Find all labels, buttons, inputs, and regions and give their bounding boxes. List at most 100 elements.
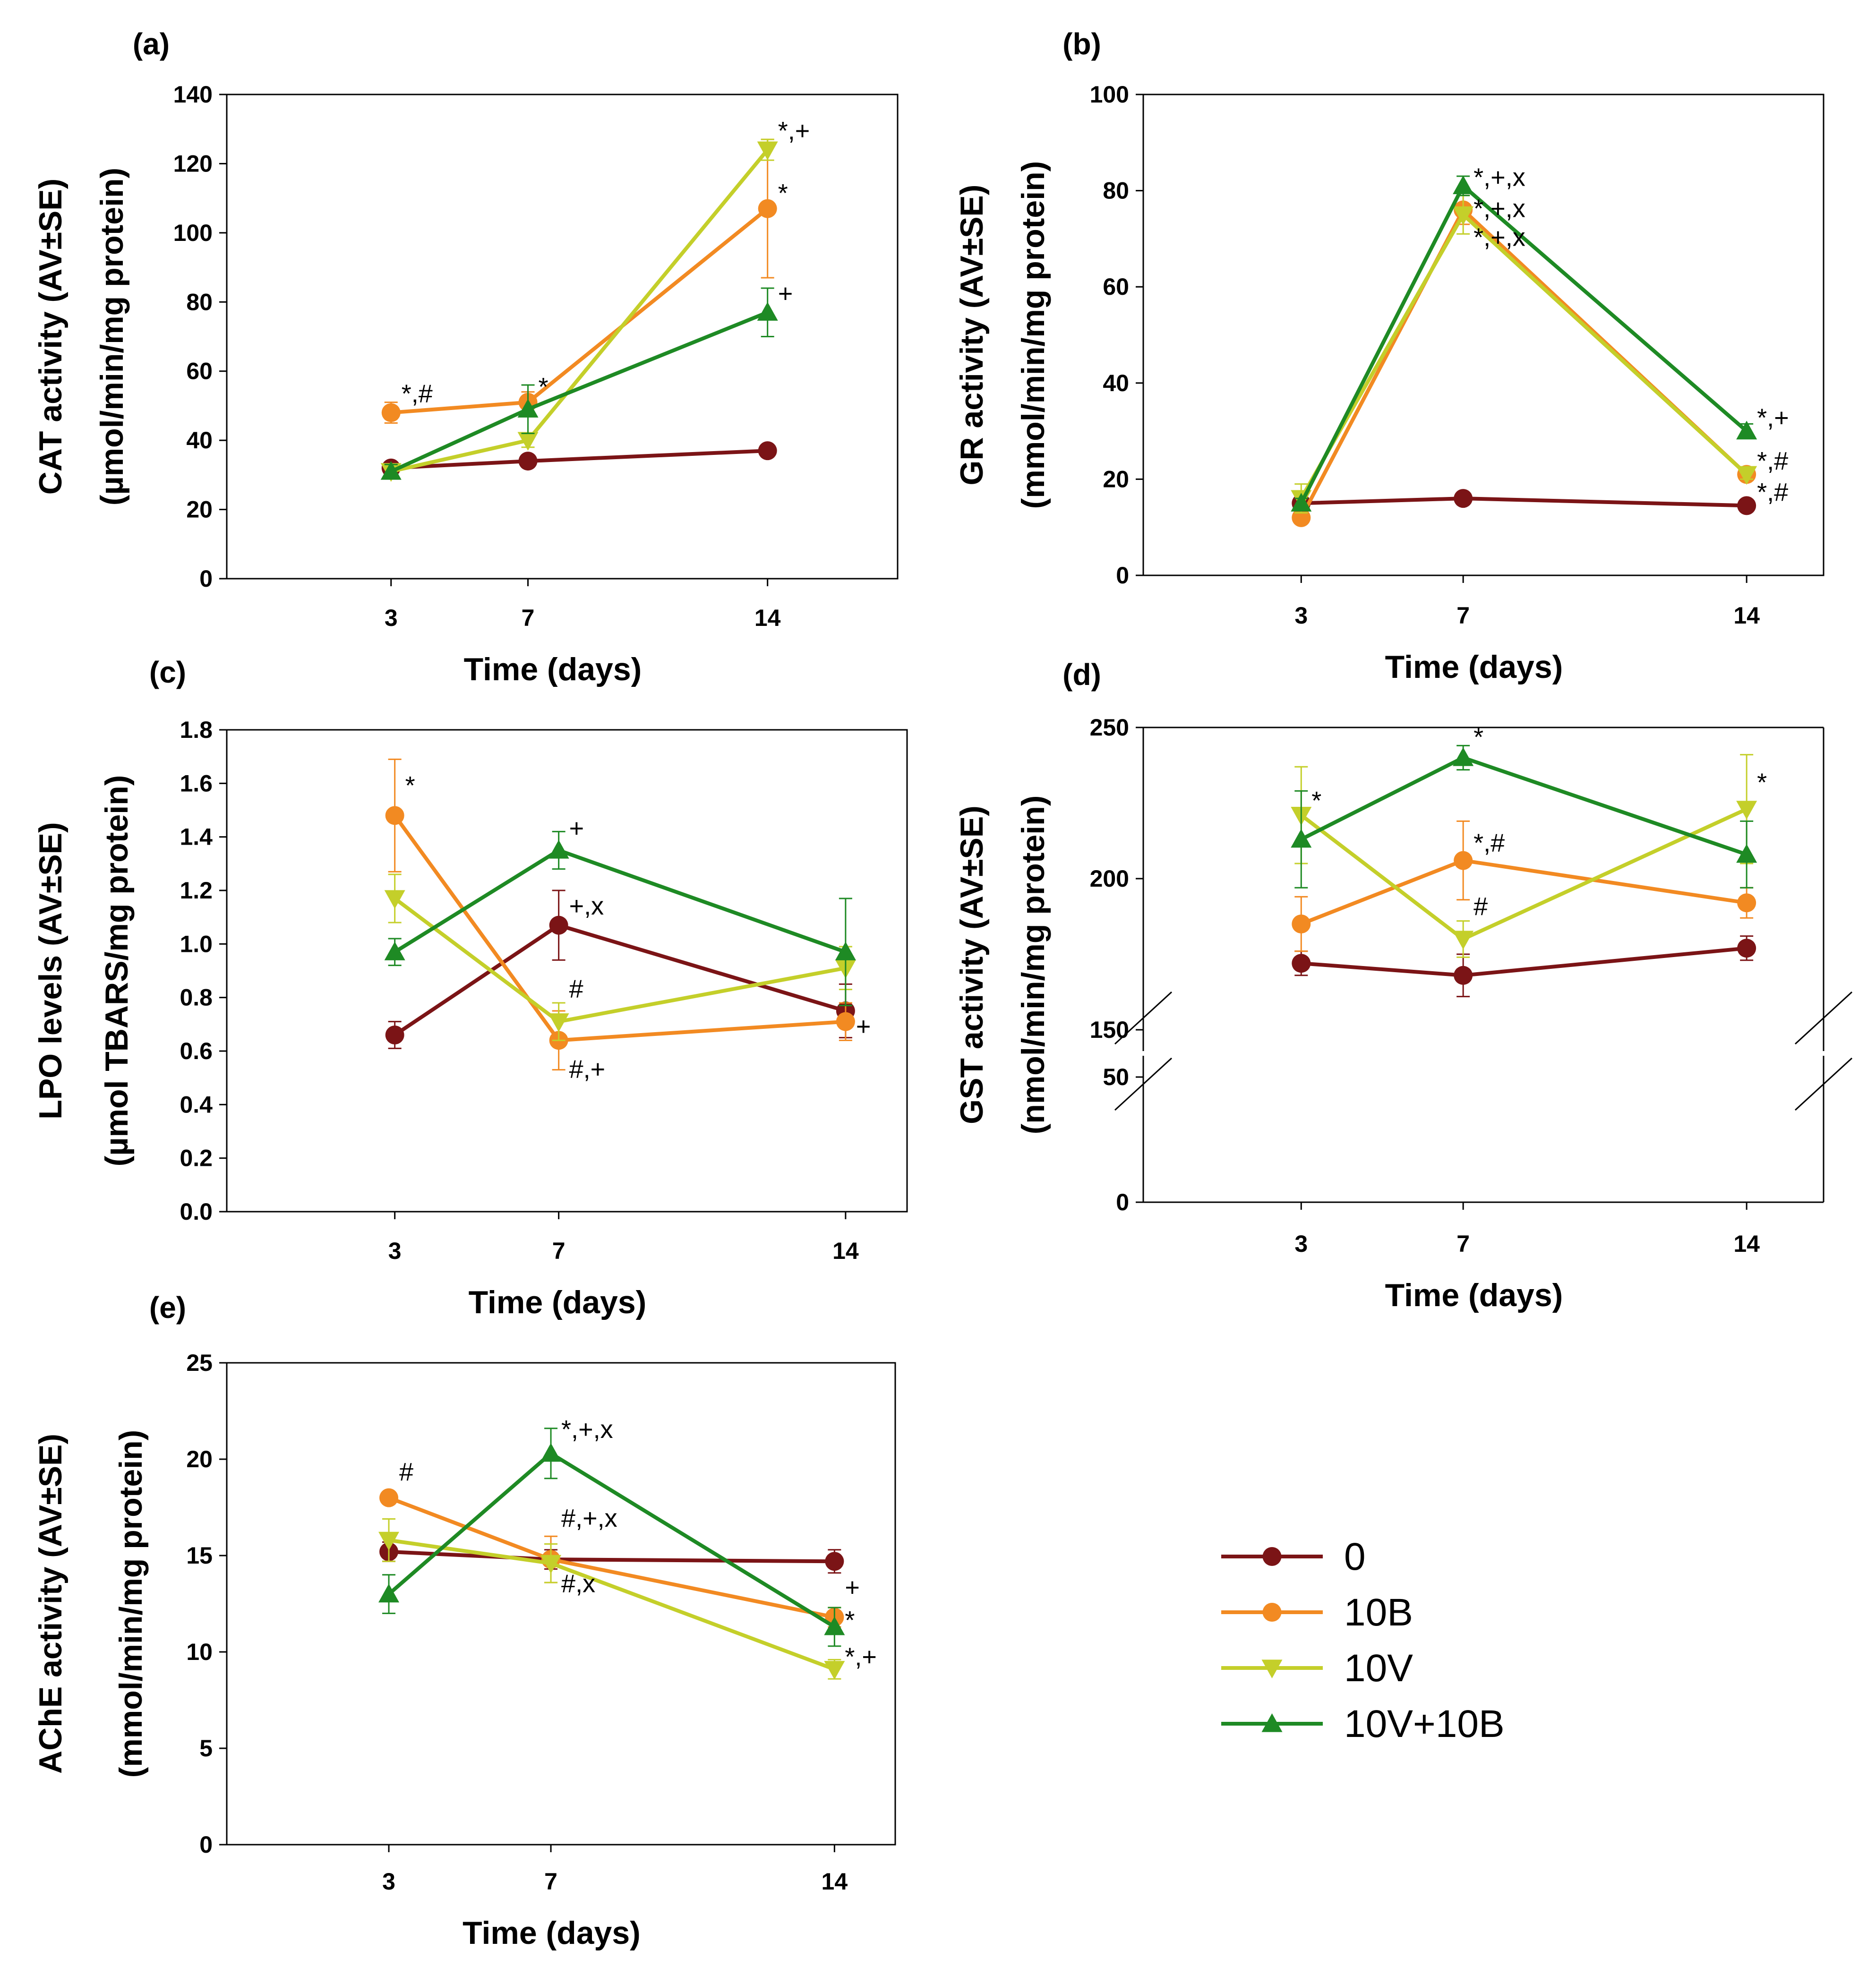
significance-annotation: * xyxy=(1473,723,1483,751)
y-axis-title-line1: CAT activity (AV±SE) xyxy=(33,179,69,495)
data-point-10V-14 xyxy=(1736,466,1757,485)
panel-label: (e) xyxy=(149,1291,186,1325)
data-point-10V-7 xyxy=(548,1013,569,1032)
legend-label-10B: 10B xyxy=(1344,1591,1413,1634)
significance-annotation: + xyxy=(856,1012,871,1041)
legend-item-10B: 10B xyxy=(1221,1591,1413,1634)
y-axis-title-line2: (nmol/min/mg protein) xyxy=(1015,795,1051,1135)
legend-marker-10V+10B xyxy=(1261,1713,1283,1732)
data-point-10V+10B-14 xyxy=(835,941,856,960)
data-point-10B-3 xyxy=(379,1488,399,1507)
chart-panel-3: (d) 0 50 150 200 250 3 7 14 Time (days) GST activi… xyxy=(954,658,1853,1313)
x-tick-label-14: 14 xyxy=(832,1238,859,1264)
legend-item-0: 0 xyxy=(1221,1535,1366,1578)
data-point-10V-14 xyxy=(1736,801,1757,820)
data-point-10V-7 xyxy=(1453,931,1474,949)
significance-annotation: + xyxy=(569,814,584,843)
x-tick-label-14: 14 xyxy=(1733,1231,1760,1257)
chart-panel-4: (e) 0 5 10 15 20 25 3 7 14 Time (days) AChE activit… xyxy=(33,1291,896,1951)
x-axis-title: Time (days) xyxy=(464,651,642,687)
significance-annotation: * xyxy=(1757,768,1767,796)
significance-annotation: #,+,x xyxy=(561,1504,617,1532)
y-tick-label-60: 60 xyxy=(186,358,213,385)
series-10V+10B xyxy=(1291,744,1757,889)
data-point-10B-3 xyxy=(1292,915,1311,933)
significance-annotation: *,+,x xyxy=(1473,163,1525,191)
y-tick-label-25: 25 xyxy=(186,1350,213,1376)
x-tick-label-7: 7 xyxy=(1456,602,1470,629)
y-tick-label-0.4: 0.4 xyxy=(180,1091,213,1118)
data-point-10V+10B-3 xyxy=(380,461,402,480)
y-tick-label-1.6: 1.6 xyxy=(180,770,213,796)
data-point-10V+10B-14 xyxy=(1736,420,1757,440)
data-point-10V-7 xyxy=(1453,206,1474,225)
plot-border xyxy=(226,729,908,1213)
data-point-10V+10B-3 xyxy=(384,941,405,960)
x-tick-label-3: 3 xyxy=(388,1238,402,1264)
series-10V+10B xyxy=(384,830,856,1007)
legend-item-10V: 10V xyxy=(1221,1647,1413,1690)
series-0 xyxy=(1292,935,1756,998)
data-point-0-3 xyxy=(1292,954,1311,973)
data-point-10V+10B-7 xyxy=(1453,747,1474,766)
significance-annotation: *,+,x xyxy=(561,1415,613,1444)
data-point-10V+10B-7 xyxy=(548,840,569,859)
y-tick-label-80: 80 xyxy=(186,289,213,315)
x-tick-label-14: 14 xyxy=(822,1868,848,1895)
plot-frame xyxy=(1142,94,1825,576)
plot-border xyxy=(226,94,899,580)
x-tick-label-3: 3 xyxy=(385,605,398,631)
x-axis-title: Time (days) xyxy=(463,1915,641,1951)
plot-frame xyxy=(226,1362,896,1846)
y-tick-label-0: 0.0 xyxy=(180,1198,213,1225)
y-tick-label-150: 150 xyxy=(1090,1017,1129,1043)
significance-annotation: #,x xyxy=(561,1570,595,1598)
significance-annotation: #,+ xyxy=(569,1055,606,1084)
x-axis-title: Time (days) xyxy=(469,1284,647,1320)
y-axis-title-line1: GR activity (AV±SE) xyxy=(954,185,990,486)
y-tick-label-140: 140 xyxy=(173,81,213,108)
x-axis-title: Time (days) xyxy=(1385,1277,1563,1313)
x-tick-label-7: 7 xyxy=(552,1238,565,1264)
data-point-0-14 xyxy=(1737,939,1756,958)
data-point-10V-14 xyxy=(757,141,778,161)
data-point-0-7 xyxy=(518,452,538,471)
y-tick-label-10: 10 xyxy=(186,1639,213,1665)
legend-marker-10B xyxy=(1262,1603,1282,1622)
significance-annotation: # xyxy=(1473,892,1488,921)
significance-annotation: * xyxy=(405,771,415,800)
significance-annotation: + xyxy=(778,279,793,308)
y-axis-title-line2: (mmol/min/mg protein) xyxy=(113,1430,149,1778)
plot-frame xyxy=(226,729,908,1213)
data-point-10B-3 xyxy=(385,806,404,825)
series-10V+10B xyxy=(378,1428,845,1647)
panel-label: (a) xyxy=(133,27,170,61)
y-tick-label-50: 50 xyxy=(1103,1064,1129,1090)
data-point-10B-3 xyxy=(381,403,401,422)
y-tick-label-1.4: 1.4 xyxy=(180,824,213,850)
chart-panel-0: (a) 0 20 40 60 80 100 120 140 3 7 14 Time (days) CAT … xyxy=(33,27,899,687)
data-point-10V+10B-14 xyxy=(824,1616,845,1635)
data-point-10B-14 xyxy=(758,199,777,218)
panel-label: (c) xyxy=(149,655,186,689)
x-tick-label-7: 7 xyxy=(522,605,535,631)
y-tick-label-0: 0 xyxy=(199,565,213,592)
y-tick-label-80: 80 xyxy=(1103,178,1129,204)
data-point-0-14 xyxy=(1737,496,1756,515)
plot-frame xyxy=(226,94,899,580)
significance-annotation: *,# xyxy=(402,380,433,408)
y-tick-label-15: 15 xyxy=(186,1542,213,1569)
y-tick-label-40: 40 xyxy=(186,427,213,453)
significance-annotation: * xyxy=(539,373,548,401)
y-tick-label-200: 200 xyxy=(1090,865,1129,892)
significance-annotation: *,# xyxy=(1757,447,1788,475)
y-tick-label-100: 100 xyxy=(1090,81,1129,108)
y-axis-title-line2: (µmol TBARS/mg protein) xyxy=(99,775,135,1167)
legend-item-10V+10B: 10V+10B xyxy=(1221,1702,1505,1745)
y-tick-label-0: 0 xyxy=(1116,562,1129,589)
significance-annotation: + xyxy=(845,1574,860,1602)
significance-annotation: # xyxy=(399,1458,413,1486)
y-tick-label-0: 0 xyxy=(1116,1189,1129,1215)
